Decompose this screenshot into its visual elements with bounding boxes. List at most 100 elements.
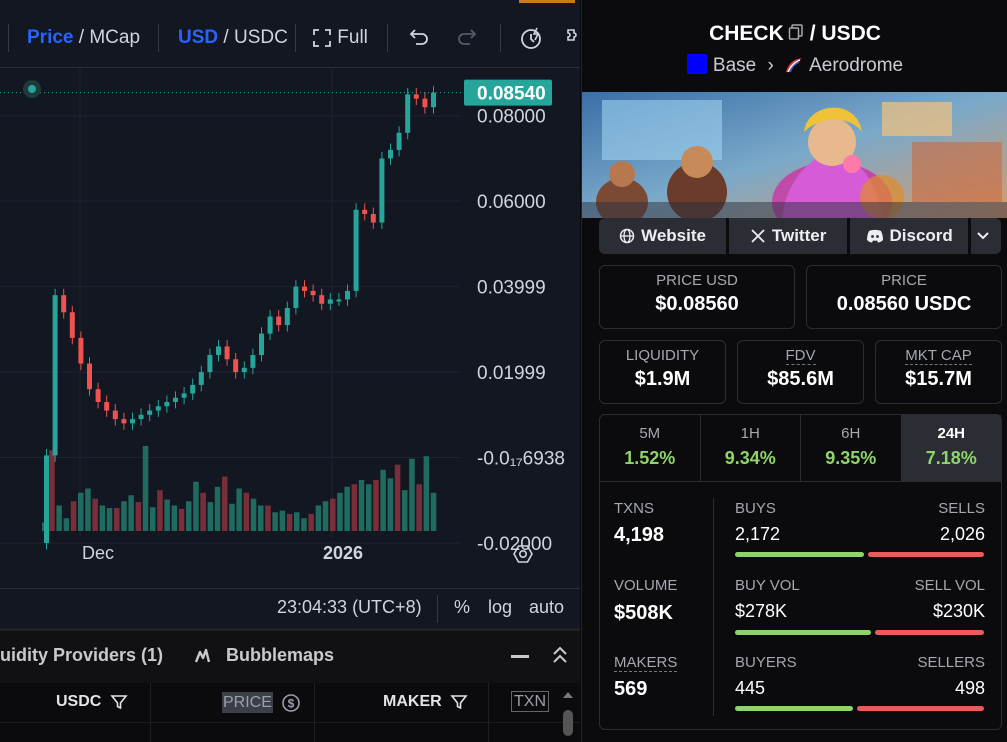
volume-bar [337, 492, 343, 531]
candle [345, 290, 350, 300]
tab-5m[interactable]: 5M 1.52% [600, 415, 701, 481]
fullscreen-button[interactable]: Full [312, 26, 368, 50]
sells-ratio-bar [868, 552, 984, 557]
volume-bar [286, 514, 293, 531]
price-axis-label: 0.08000 [477, 107, 546, 128]
sells-value: 2,026 [939, 524, 985, 544]
volume-bar [294, 512, 300, 531]
volume-bar [301, 518, 307, 531]
usdc-option[interactable]: USDC [233, 27, 288, 48]
volume-bar [186, 501, 192, 531]
fdv-label[interactable]: FDV [785, 347, 816, 365]
mcap-option[interactable]: MCap [89, 27, 141, 48]
scrollbar-thumb[interactable] [563, 710, 573, 736]
buyers-label: BUYERS [735, 654, 797, 671]
undo-button[interactable] [407, 26, 429, 50]
twitter-button[interactable]: Twitter [729, 218, 848, 254]
filter-icon[interactable] [110, 693, 128, 711]
market-cap-card: MKT CAP $15.7M [875, 340, 1002, 404]
candlestick-chart[interactable]: 0.08000 0.06000 0.03999 0.01999 -0.0₁₇6938 -0… [0, 68, 580, 588]
chevron-right-icon: › [767, 55, 774, 76]
base-token: CHECK [709, 22, 784, 45]
fdv-value: $85.6M [767, 368, 834, 390]
toolbar-divider [500, 24, 501, 52]
log-scale-button[interactable]: log [488, 597, 513, 617]
website-button[interactable]: Website [599, 218, 727, 254]
sellers-ratio-bar [857, 706, 984, 711]
puzzle-button[interactable] [566, 26, 580, 50]
candle [405, 94, 411, 133]
volume-label: VOLUME [614, 577, 678, 594]
candle [190, 384, 196, 394]
scroll-up-icon[interactable] [560, 688, 576, 702]
tab-liquidity-providers[interactable]: uidity Providers (1) [0, 645, 164, 665]
candle [69, 312, 75, 338]
usd-option[interactable]: USD [178, 27, 219, 48]
volume-bar [351, 484, 358, 531]
transactions-section: uidity Providers (1) Bubblemaps USDC PRI… [0, 628, 580, 742]
puzzle-icon [566, 27, 580, 48]
volume-bar [70, 501, 77, 531]
table-scrollbar[interactable] [560, 688, 576, 742]
buy-vol-label: BUY VOL [735, 577, 800, 594]
more-links-button[interactable] [971, 218, 1001, 254]
price-option[interactable]: Price [27, 27, 74, 48]
time-display[interactable]: 23:04:33 (UTC+8) [277, 597, 422, 617]
col-txn[interactable]: TXN [511, 691, 549, 712]
volume-bar [308, 514, 314, 531]
candle [267, 316, 273, 334]
current-price-tag [464, 79, 552, 106]
percent-scale-button[interactable]: % [454, 597, 471, 617]
minimize-button[interactable] [511, 655, 529, 658]
col-usdc[interactable]: USDC [56, 693, 128, 711]
volume-bar [121, 501, 127, 531]
candle [224, 346, 230, 360]
discord-button[interactable]: Discord [850, 218, 969, 254]
candle [155, 406, 161, 411]
sell-vol-value: $230K [932, 601, 985, 621]
tab-1h[interactable]: 1H 9.34% [701, 415, 801, 481]
price-mcap-toggle[interactable]: Price / MCap [27, 27, 141, 48]
discord-icon [866, 229, 883, 243]
filter-icon[interactable] [450, 693, 468, 711]
tab-6h[interactable]: 6H 9.35% [801, 415, 902, 481]
volume-bar [272, 512, 278, 531]
candle [302, 286, 307, 291]
alert-button[interactable] [519, 26, 545, 52]
chart-panel: Price / MCap USD / USDC Full [0, 0, 580, 628]
col-price[interactable]: PRICE $ [222, 692, 301, 714]
dex-link[interactable]: Aerodrome [809, 55, 904, 76]
period-tabs: 5M 1.52% 1H 9.34% 6H 9.35% 24H 7.18% [599, 414, 1002, 482]
volume-bar [322, 501, 329, 531]
volume-bar [99, 505, 106, 531]
volume-bar [402, 490, 408, 531]
chain-link[interactable]: Base [712, 55, 757, 76]
col-maker[interactable]: MAKER [383, 693, 468, 711]
candle [207, 355, 213, 373]
candle [276, 316, 282, 326]
txns-value: 4,198 [614, 524, 665, 546]
tab-bubblemaps[interactable]: Bubblemaps [194, 645, 334, 666]
mktcap-label[interactable]: MKT CAP [905, 347, 972, 365]
auto-scale-button[interactable]: auto [529, 597, 565, 617]
volume-bar [63, 518, 70, 531]
stats-divider [713, 498, 714, 716]
pair-title: CHECK / USDC [709, 22, 881, 46]
volume-bar [171, 505, 178, 531]
volume-bar [128, 495, 134, 531]
candle [293, 286, 299, 308]
sellers-label: SELLERS [917, 654, 985, 671]
currency-toggle[interactable]: USD / USDC [178, 27, 288, 48]
currency-toggle-icon[interactable]: $ [281, 693, 301, 713]
toolbar-divider [295, 24, 296, 52]
tab-24h[interactable]: 24H 7.18% [901, 415, 1001, 481]
volume-bar [200, 492, 206, 531]
volume-bar [157, 490, 163, 531]
column-divider [314, 683, 315, 742]
copy-icon[interactable] [788, 22, 804, 46]
social-links: Website Twitter Discord [599, 218, 1001, 254]
collapse-button[interactable] [551, 645, 569, 670]
toolbar-divider [158, 24, 159, 52]
redo-button[interactable] [457, 26, 479, 50]
active-indicator [519, 0, 575, 3]
